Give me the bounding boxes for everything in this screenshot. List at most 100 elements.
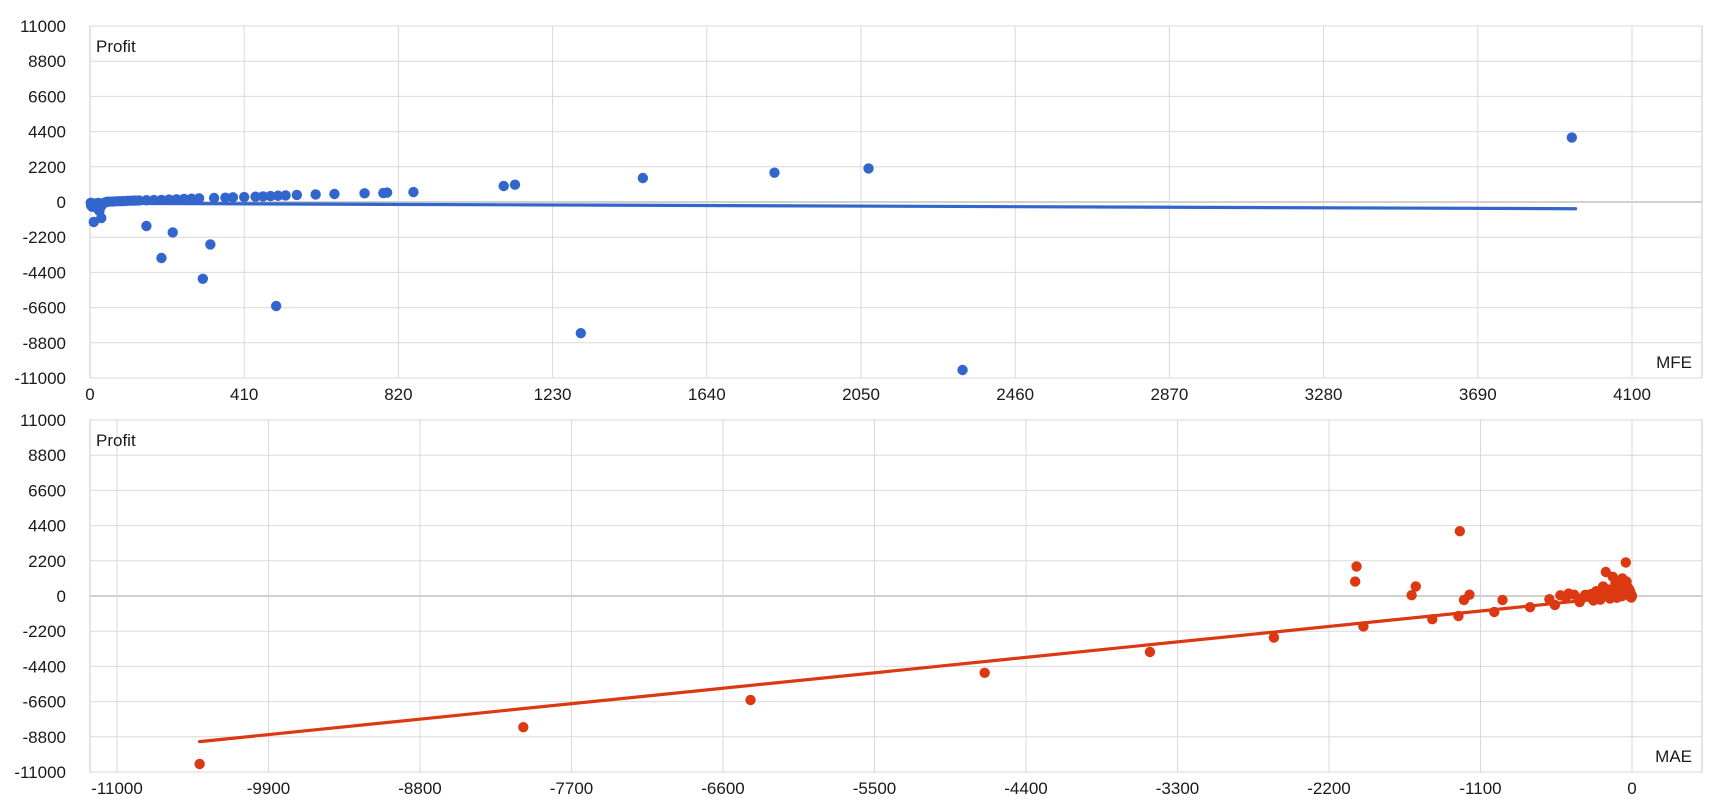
mae-y-tick-label: 6600 — [28, 481, 66, 500]
mfe-y-tick-label: 4400 — [28, 123, 66, 142]
mae-y-tick-label: 0 — [57, 587, 66, 606]
mae-y-tick-label: 8800 — [28, 446, 66, 465]
mae-y-tick-label: 2200 — [28, 552, 66, 571]
mfe-data-point — [96, 212, 107, 224]
mfe-x-tick-label: 1640 — [688, 385, 726, 404]
mfe-data-point — [381, 187, 393, 198]
mfe-y-tick-label: -2200 — [23, 228, 66, 247]
mfe-data-point — [208, 192, 220, 204]
mfe-data-point — [141, 220, 152, 232]
mfe-data-point — [197, 273, 209, 284]
mfe-data-point — [272, 190, 284, 201]
mae-x-tick-label: -8800 — [398, 779, 441, 798]
mfe-x-axis-label: MFE — [1656, 353, 1692, 372]
mae-x-tick-label: -3300 — [1156, 779, 1199, 798]
mfe-y-axis-label: Profit — [96, 37, 136, 56]
mfe-data-point — [769, 167, 780, 178]
mae-data-point — [1454, 526, 1466, 537]
mfe-data-point — [280, 190, 291, 201]
mfe-data-point — [359, 188, 370, 199]
mfe-y-tick-label: -11000 — [14, 369, 66, 388]
mae-data-point — [745, 694, 756, 706]
mfe-data-point — [291, 189, 303, 201]
mfe-x-tick-label: 820 — [384, 385, 412, 404]
mfe-data-point — [186, 193, 197, 204]
mfe-y-tick-label: -8800 — [23, 334, 66, 353]
mfe-data-point — [957, 364, 968, 376]
mfe-data-point — [863, 163, 874, 174]
mfe-data-point — [408, 186, 419, 198]
mae-y-tick-label: -11000 — [14, 763, 66, 782]
mae-y-tick-label: -8800 — [23, 728, 66, 747]
mae-data-point — [1619, 580, 1630, 591]
mfe-y-tick-label: 0 — [57, 193, 66, 212]
mfe-data-point — [509, 179, 521, 190]
mae-y-tick-label: 4400 — [28, 517, 66, 536]
mae-x-tick-label: -4400 — [1004, 779, 1047, 798]
mae-data-point — [1464, 589, 1475, 600]
mfe-data-point — [637, 172, 649, 184]
mae-x-tick-label: -2200 — [1307, 779, 1350, 798]
mae-x-tick-label: -6600 — [701, 779, 744, 798]
mfe-data-point — [171, 194, 182, 205]
mfe-data-point — [498, 180, 509, 192]
mfe-y-tick-label: -4400 — [23, 263, 66, 282]
mfe-data-point — [257, 191, 269, 202]
mfe-data-point — [1566, 132, 1578, 143]
mae-y-axis-label: Profit — [96, 431, 136, 450]
mfe-data-point — [575, 328, 587, 339]
mae-x-tick-label: -1100 — [1459, 779, 1501, 798]
mae-x-tick-label: -11000 — [91, 779, 143, 798]
mfe-data-point — [250, 191, 261, 202]
mae-data-point — [1351, 561, 1362, 572]
mae-x-tick-label: -5500 — [853, 779, 896, 798]
mfe-y-tick-label: 8800 — [28, 52, 66, 71]
mfe-data-point — [310, 189, 321, 200]
mae-data-point — [194, 758, 205, 770]
mae-data-point — [1497, 594, 1508, 606]
mfe-data-point — [227, 192, 239, 203]
mae-data-point — [1555, 590, 1566, 601]
mfe-y-tick-label: 6600 — [28, 87, 66, 106]
mae-y-tick-label: 11000 — [20, 411, 66, 430]
mae-data-point — [1268, 632, 1280, 643]
mfe-x-tick-label: 0 — [85, 385, 94, 404]
mfe-data-point — [329, 188, 340, 200]
mae-data-point — [1349, 576, 1361, 587]
mae-scatter-chart: 11000 8800 6600 4400 2200 0 -2200 -4400 -6600 -88… — [14, 411, 1703, 798]
mae-y-tick-label: -6600 — [23, 693, 66, 712]
mfe-x-tick-label: 410 — [230, 385, 258, 404]
mae-data-point — [1620, 557, 1632, 568]
mfe-gridlines — [90, 25, 1702, 379]
mae-data-points — [194, 526, 1638, 770]
mae-x-axis-label: MAE — [1655, 747, 1692, 766]
mfe-x-tick-label: 4100 — [1613, 385, 1651, 404]
mfe-x-tick-label: 3690 — [1459, 385, 1497, 404]
mfe-y-tick-labels: 11000 8800 6600 4400 2200 0 -2200 -4400 -6600 -88… — [14, 17, 66, 388]
mfe-data-point — [265, 190, 276, 202]
mfe-data-point — [239, 191, 250, 203]
mae-x-tick-label: -9900 — [247, 779, 290, 798]
mfe-data-points — [85, 132, 1578, 376]
mfe-data-point — [167, 227, 178, 238]
mfe-x-tick-labels: 0 410 820 1230 1640 2050 2460 2870 3280 3690 4100 — [85, 385, 1651, 404]
mfe-data-point — [193, 193, 205, 204]
mfe-data-point — [156, 252, 167, 264]
mae-x-tick-labels: -11000 -9900 -8800 -7700 -6600 -5500 -4400 -330… — [91, 779, 1637, 798]
mfe-scatter-chart: 11000 8800 6600 4400 2200 0 -2200 -4400 -6600 -88… — [14, 17, 1703, 404]
mae-trendline — [198, 594, 1631, 744]
mfe-data-point — [270, 300, 282, 312]
mfe-data-point — [220, 192, 231, 203]
mfe-x-tick-label: 2870 — [1150, 385, 1188, 404]
mae-gridlines — [90, 419, 1702, 773]
mae-x-tick-label: 0 — [1627, 779, 1636, 798]
mfe-x-tick-label: 3280 — [1305, 385, 1343, 404]
mae-data-point — [1406, 590, 1417, 601]
mfe-trendline — [88, 201, 1578, 211]
mfe-y-tick-label: 2200 — [28, 158, 66, 177]
mae-data-point — [1144, 646, 1156, 658]
mae-data-point — [518, 722, 529, 733]
mae-x-tick-label: -7700 — [550, 779, 593, 798]
